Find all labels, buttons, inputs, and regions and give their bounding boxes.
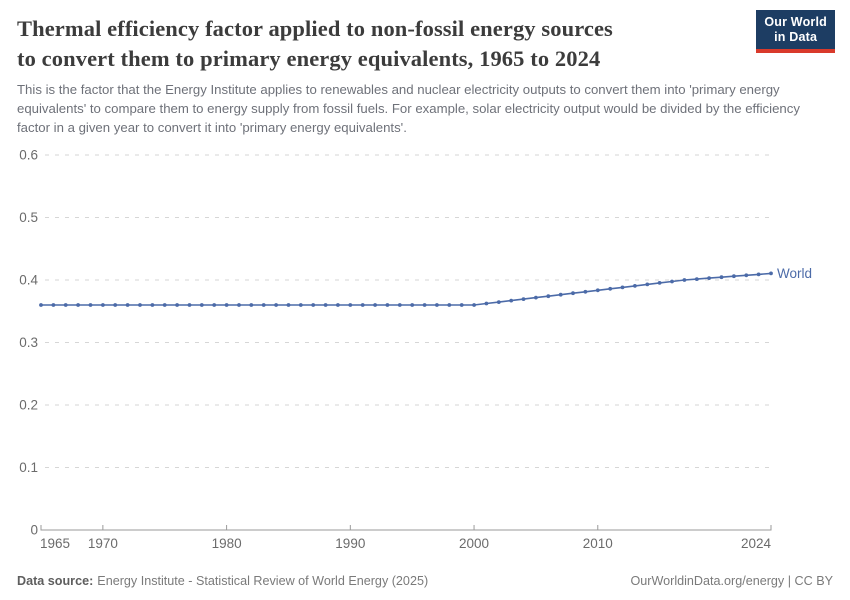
data-point[interactable] [484,301,489,306]
data-point[interactable] [51,303,56,307]
page-title-line-2: to convert them to primary energy equiva… [17,46,601,71]
y-tick-label: 0.3 [19,335,38,350]
data-point[interactable] [472,303,476,307]
data-point[interactable] [138,303,142,307]
data-point[interactable] [323,303,328,307]
x-axis-line [40,525,772,531]
data-source-value: Energy Institute - Statistical Review of… [97,574,429,588]
data-point[interactable] [496,300,501,304]
x-tick-label: 1980 [212,536,242,551]
data-point[interactable] [422,303,427,307]
owid-license-link[interactable]: OurWorldinData.org/energy | CC BY [630,574,833,588]
owid-logo-text-line-1: Our World [764,15,827,29]
data-point[interactable] [162,303,167,307]
data-point[interactable] [719,275,724,280]
data-point[interactable] [645,282,650,287]
y-tick-label: 0.2 [19,398,38,413]
data-point[interactable] [546,294,551,299]
data-point[interactable] [101,303,105,307]
data-point[interactable] [224,303,229,307]
series-line[interactable] [41,272,772,306]
series-end-label[interactable]: World [777,266,812,281]
x-tick-label: 2024 [741,536,772,551]
x-tick-label: 2000 [459,536,489,551]
data-point[interactable] [707,276,711,280]
data-point[interactable] [509,298,514,303]
data-point[interactable] [261,303,266,307]
data-point[interactable] [237,303,241,307]
data-point[interactable] [558,292,563,297]
data-point[interactable] [744,273,749,278]
data-point[interactable] [521,297,526,301]
page-title-line-1: Thermal efficiency factor applied to non… [17,16,613,41]
data-point[interactable] [298,303,303,307]
y-tick-label: 0.4 [19,273,38,288]
y-tick-label: 0.1 [19,460,38,475]
data-point[interactable] [311,303,316,307]
y-tick-label: 0 [30,523,38,538]
data-point[interactable] [88,303,93,307]
y-tick-label: 0.6 [19,148,38,163]
data-point[interactable] [435,303,439,307]
data-point[interactable] [212,303,217,307]
data-point[interactable] [76,303,80,307]
data-point[interactable] [633,284,637,288]
data-point[interactable] [732,274,736,279]
data-point[interactable] [459,303,464,307]
data-point[interactable] [583,289,588,294]
data-point[interactable] [756,272,761,277]
data-point[interactable] [608,286,613,291]
line-chart: 0 0.1 0.2 0.3 0.4 0.5 0.6 1965 1970 1980 1990 2000 2… [19,148,812,552]
data-point[interactable] [274,303,278,307]
data-point[interactable] [249,303,254,307]
data-point[interactable] [175,303,180,307]
data-point[interactable] [657,281,662,285]
owid-logo[interactable]: Our World in Data [756,10,835,53]
data-point[interactable] [187,303,192,307]
data-point[interactable] [670,279,674,284]
data-point[interactable] [397,303,402,307]
data-point[interactable] [348,303,353,307]
chart-subtitle: This is the factor that the Energy Insti… [17,82,800,135]
data-point[interactable] [385,303,390,307]
owid-logo-text: Our World in Data [764,15,827,45]
x-tick-label: 1990 [335,536,365,551]
data-point[interactable] [150,303,155,307]
data-point[interactable] [571,291,575,296]
chart-footer: Data source: Energy Institute - Statistic… [17,573,833,589]
page-title: Thermal efficiency factor applied to non… [17,14,762,74]
data-point[interactable] [360,303,365,307]
data-point[interactable] [682,278,687,282]
data-point[interactable] [769,271,773,276]
data-point[interactable] [373,303,377,307]
data-point[interactable] [336,303,340,307]
data-point[interactable] [447,303,452,307]
data-point[interactable] [39,303,43,307]
data-point[interactable] [125,303,130,307]
data-point[interactable] [534,295,538,300]
owid-logo-text-line-2: in Data [774,30,818,44]
data-point[interactable] [199,303,204,307]
x-tick-label: 1970 [88,536,118,551]
x-tick-label: 1965 [40,536,70,551]
data-source-label: Data source: [17,574,94,588]
data-source-line: Data source: Energy Institute - Statistic… [17,573,428,589]
data-point[interactable] [694,277,699,281]
data-point[interactable] [620,285,625,290]
y-tick-label: 0.5 [19,210,38,225]
x-tick-label: 2010 [583,536,613,551]
data-point[interactable] [113,303,118,307]
data-point[interactable] [410,303,415,307]
data-point[interactable] [286,303,291,307]
data-point[interactable] [63,303,68,307]
data-point[interactable] [595,288,600,293]
